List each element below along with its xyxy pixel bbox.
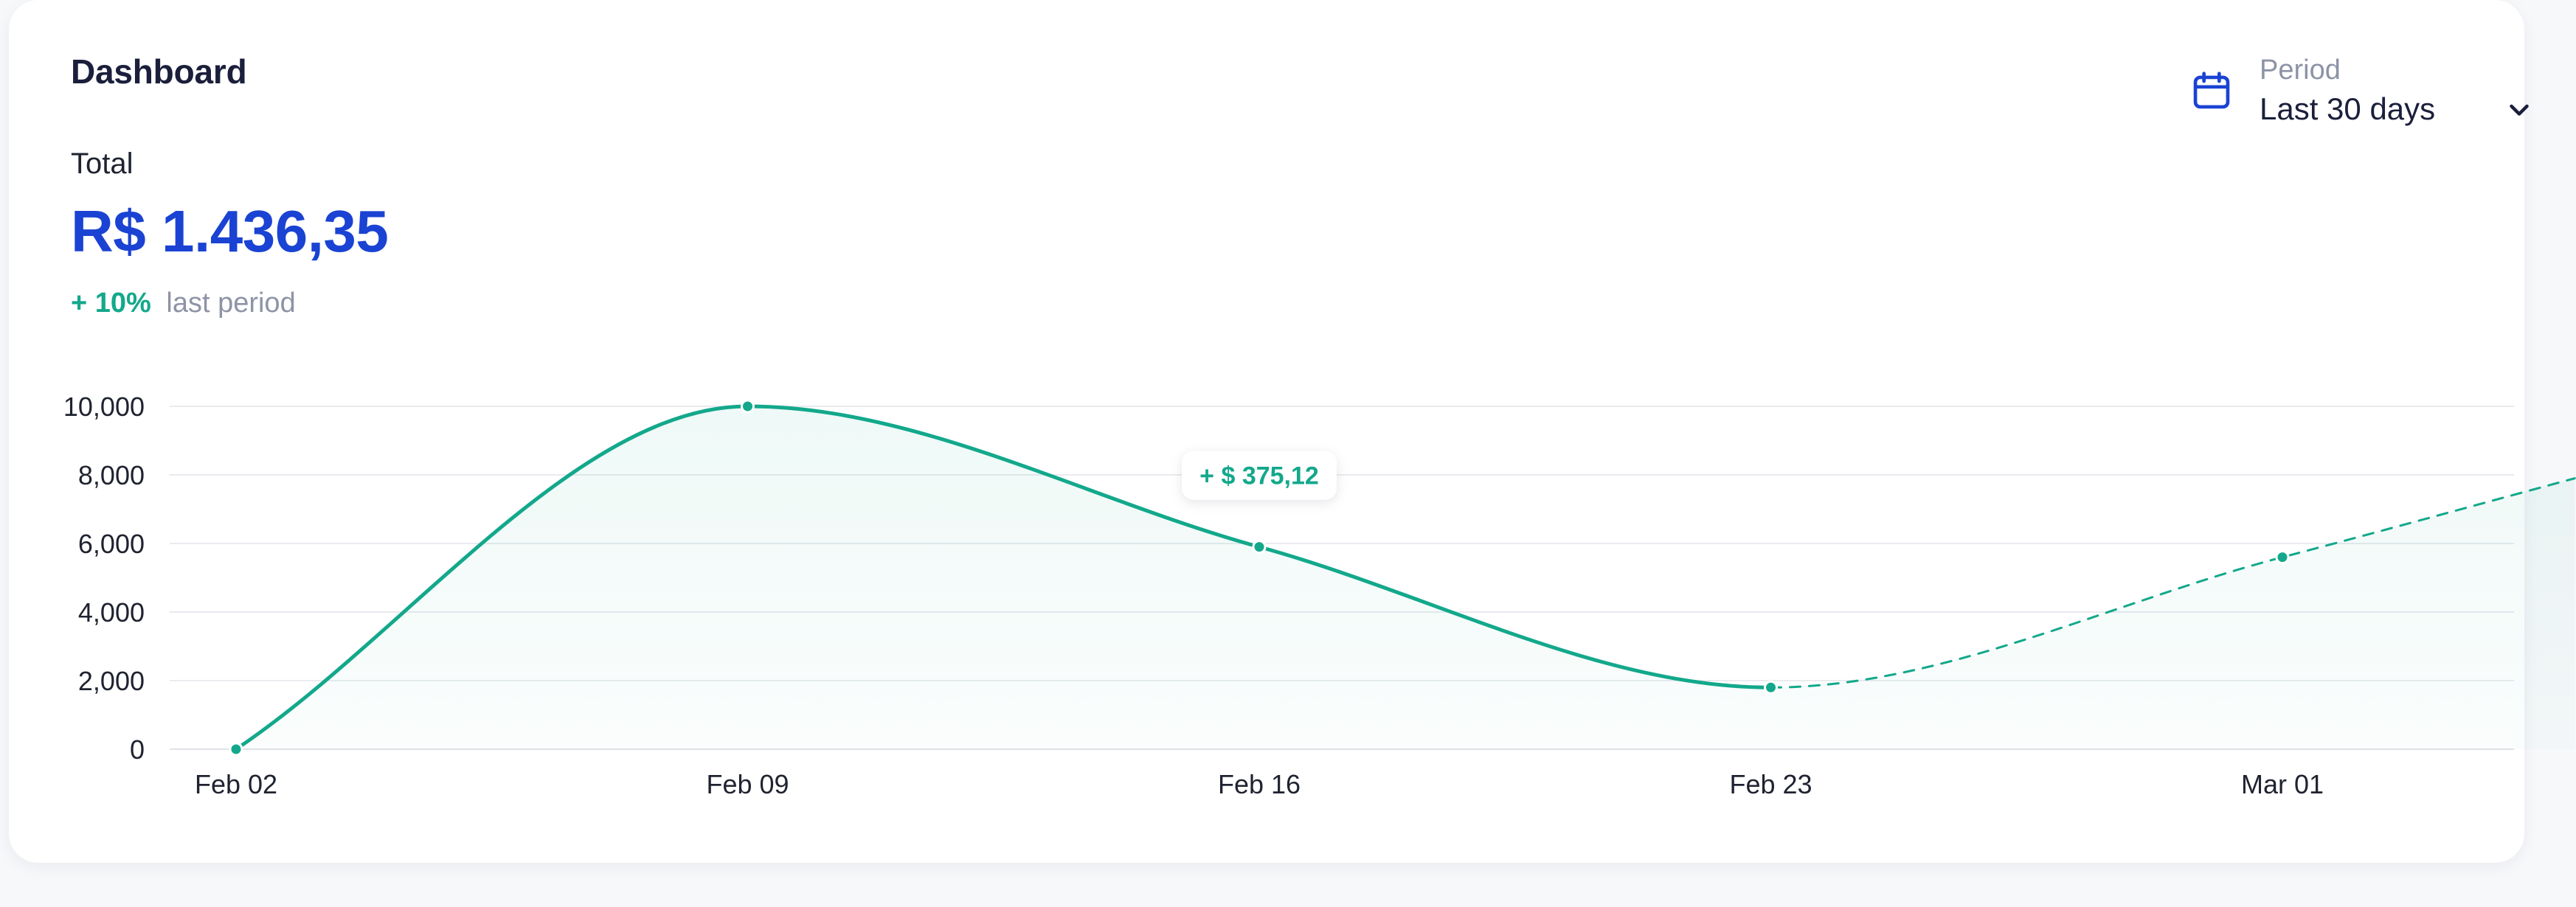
period-value: Last 30 days — [2260, 91, 2436, 126]
data-point — [741, 399, 755, 414]
x-tick-label: Feb 02 — [195, 769, 277, 799]
delta-row: + 10% last period — [71, 288, 296, 319]
delta-percentage: + 10% — [71, 288, 151, 319]
area-fill — [236, 406, 2575, 749]
data-point — [2275, 550, 2290, 565]
y-tick-label: 2,000 — [78, 666, 145, 696]
x-tick-label: Feb 16 — [1218, 769, 1301, 799]
series-line-solid — [234, 404, 1773, 751]
calendar-icon — [2193, 72, 2230, 109]
delta-caption: last period — [166, 288, 296, 319]
x-tick-label: Feb 23 — [1729, 769, 1812, 799]
page-title: Dashboard — [71, 52, 247, 91]
data-point — [229, 742, 243, 757]
annotation-bubble — [1182, 451, 1337, 500]
chevron-down-icon[interactable] — [2506, 97, 2532, 124]
y-tick-label: 10,000 — [63, 392, 145, 422]
y-tick-label: 0 — [130, 734, 145, 765]
period-label: Period — [2260, 55, 2341, 86]
total-value: R$ 1.436,35 — [71, 198, 389, 264]
data-point — [1764, 680, 1778, 695]
annotation-label: + $ 375,12 — [1199, 462, 1319, 490]
period-selector[interactable]: Period Last 30 days — [2189, 52, 2535, 133]
x-tick-label: Feb 09 — [706, 769, 789, 799]
total-label: Total — [71, 147, 134, 180]
y-tick-label: 6,000 — [78, 529, 145, 559]
series-line-dashed — [1770, 477, 2576, 689]
x-tick-label: Mar 01 — [2241, 769, 2324, 799]
y-tick-label: 4,000 — [78, 597, 145, 628]
data-point — [1252, 540, 1267, 555]
y-tick-label: 8,000 — [78, 460, 145, 490]
